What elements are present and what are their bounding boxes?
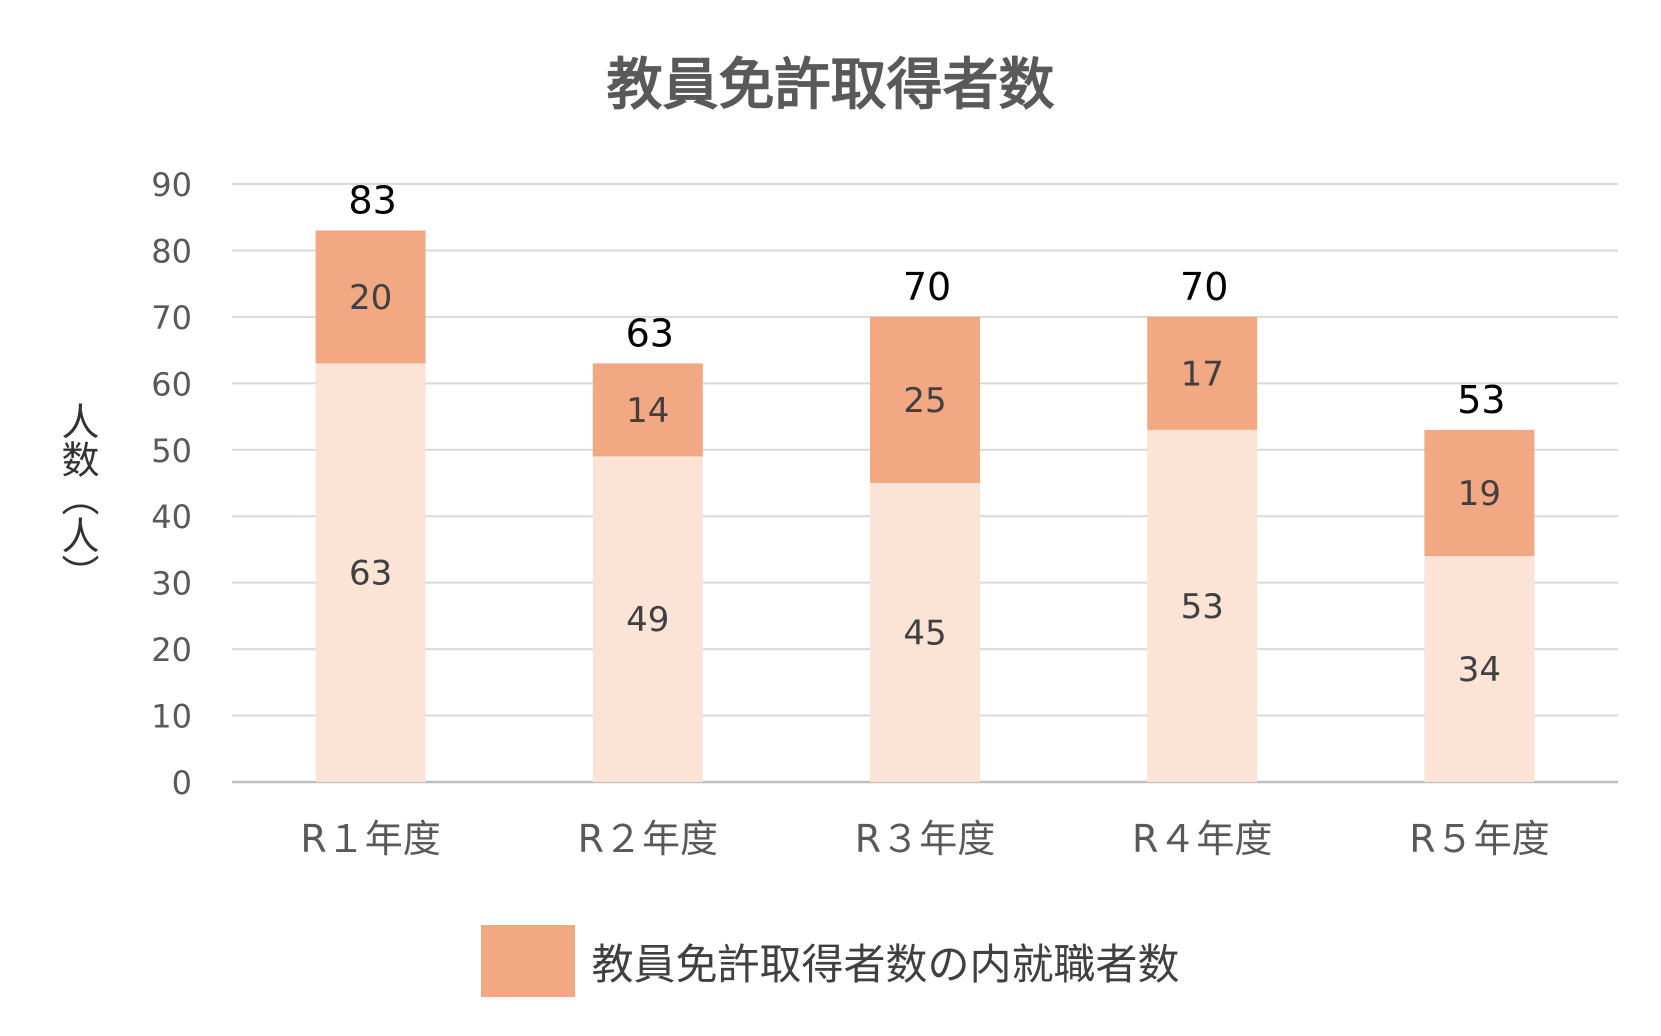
data-label: 19 xyxy=(1458,474,1501,514)
bar-segment xyxy=(1147,429,1258,782)
bar-segment xyxy=(315,230,426,364)
bar-segment xyxy=(315,363,426,782)
bar-segment xyxy=(1424,429,1535,557)
total-label: 83 xyxy=(348,179,396,223)
data-label: 53 xyxy=(1181,587,1224,627)
y-tick-label: 20 xyxy=(151,631,192,669)
data-label: 14 xyxy=(626,391,669,431)
bar-segment xyxy=(1424,556,1535,782)
bar-segment xyxy=(870,316,980,483)
data-label: 49 xyxy=(626,600,669,640)
data-label: 63 xyxy=(349,554,392,594)
legend: 教員免許取得者数の内就職者数 xyxy=(0,925,1661,997)
y-tick-label: 80 xyxy=(151,232,192,270)
chart-title: 教員免許取得者数 xyxy=(606,53,1055,118)
total-label: 70 xyxy=(1180,265,1228,309)
bar-segment xyxy=(592,363,703,457)
data-label: 25 xyxy=(903,381,946,421)
data-label: 20 xyxy=(349,278,392,318)
y-tick-label: 60 xyxy=(151,365,192,403)
bar-segment xyxy=(870,483,980,782)
y-tick-label: 0 xyxy=(172,764,192,802)
x-tick-label: R５年度 xyxy=(1409,817,1549,861)
y-tick-label: 10 xyxy=(151,698,192,736)
bar-segment xyxy=(592,456,703,782)
x-tick-label: R４年度 xyxy=(1132,817,1272,861)
y-axis-label: 人数（人） xyxy=(55,402,99,592)
y-tick-label: 50 xyxy=(151,432,192,470)
x-tick-label: R２年度 xyxy=(578,817,718,861)
y-tick-label: 40 xyxy=(151,498,192,536)
total-label: 70 xyxy=(903,265,951,309)
total-label: 53 xyxy=(1457,378,1505,422)
y-tick-label: 70 xyxy=(151,299,192,337)
legend-label: 教員免許取得者数の内就職者数 xyxy=(591,939,1180,989)
x-tick-label: R１年度 xyxy=(300,817,440,861)
bar-segment xyxy=(1147,316,1258,430)
data-label: 34 xyxy=(1458,650,1501,690)
legend-swatch xyxy=(481,925,576,997)
total-label: 63 xyxy=(626,311,674,355)
y-tick-label: 90 xyxy=(151,166,192,204)
data-label: 45 xyxy=(903,614,946,654)
data-label: 17 xyxy=(1181,354,1224,394)
y-tick-label: 30 xyxy=(151,565,192,603)
x-tick-label: R３年度 xyxy=(855,817,995,861)
